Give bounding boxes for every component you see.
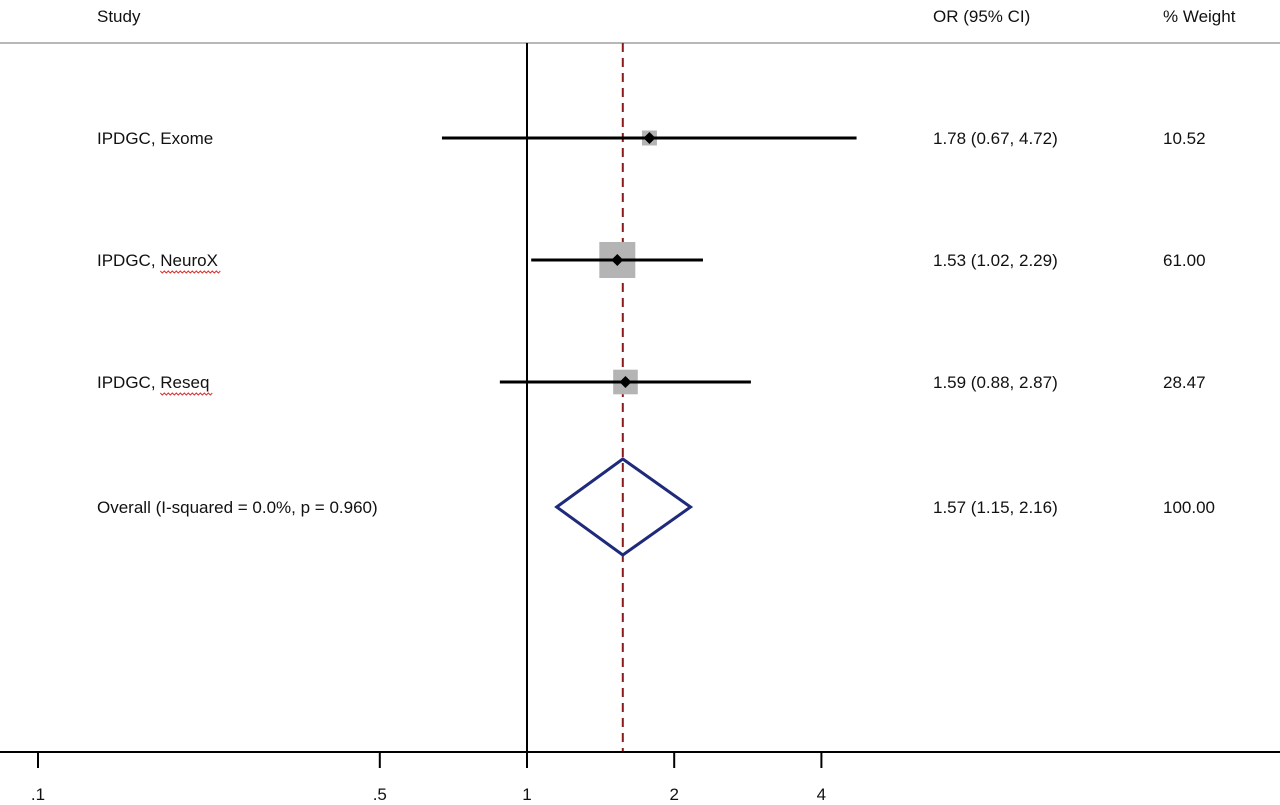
study-row: IPDGC, Reseq 1.59 (0.88, 2.87) 28.47 bbox=[97, 369, 1206, 396]
study-label: IPDGC, Reseq bbox=[97, 373, 209, 392]
header-or: OR (95% CI) bbox=[933, 7, 1030, 26]
study-rows: IPDGC, Exome 1.78 (0.67, 4.72) 10.52IPDGC,… bbox=[97, 129, 1206, 396]
reference-lines bbox=[526, 43, 624, 752]
spellcheck-underline bbox=[159, 392, 213, 396]
overall-diamond bbox=[554, 457, 694, 557]
x-tick-label: 4 bbox=[817, 785, 826, 804]
x-tick-label: .1 bbox=[31, 785, 45, 804]
overall-label: Overall (I-squared = 0.0%, p = 0.960) bbox=[97, 498, 378, 517]
study-label: IPDGC, Exome bbox=[97, 129, 213, 148]
study-weight: 61.00 bbox=[1163, 251, 1206, 270]
x-tick-label: 2 bbox=[669, 785, 678, 804]
x-tick-label: .5 bbox=[373, 785, 387, 804]
study-or-ci: 1.53 (1.02, 2.29) bbox=[933, 251, 1058, 270]
header-weight: % Weight bbox=[1163, 7, 1236, 26]
study-or-ci: 1.59 (0.88, 2.87) bbox=[933, 373, 1058, 392]
overall-row: Overall (I-squared = 0.0%, p = 0.960) 1.5… bbox=[97, 457, 1215, 557]
study-or-ci: 1.78 (0.67, 4.72) bbox=[933, 129, 1058, 148]
point-estimate-marker bbox=[611, 254, 624, 266]
spellcheck-underline bbox=[159, 270, 221, 274]
study-weight: 28.47 bbox=[1163, 373, 1206, 392]
study-row: IPDGC, Exome 1.78 (0.67, 4.72) 10.52 bbox=[97, 129, 1206, 148]
x-axis: .1 .5 1 2 4 bbox=[0, 751, 1280, 804]
overall-or-ci: 1.57 (1.15, 2.16) bbox=[933, 498, 1058, 517]
overall-weight: 100.00 bbox=[1163, 498, 1215, 517]
point-estimate-marker bbox=[619, 376, 632, 388]
study-label: IPDGC, NeuroX bbox=[97, 251, 218, 270]
header-study: Study bbox=[97, 7, 141, 26]
point-estimate-marker bbox=[643, 132, 656, 144]
x-tick-label: 1 bbox=[522, 785, 531, 804]
study-row: IPDGC, NeuroX 1.53 (1.02, 2.29) 61.00 bbox=[97, 242, 1206, 278]
study-weight: 10.52 bbox=[1163, 129, 1206, 148]
